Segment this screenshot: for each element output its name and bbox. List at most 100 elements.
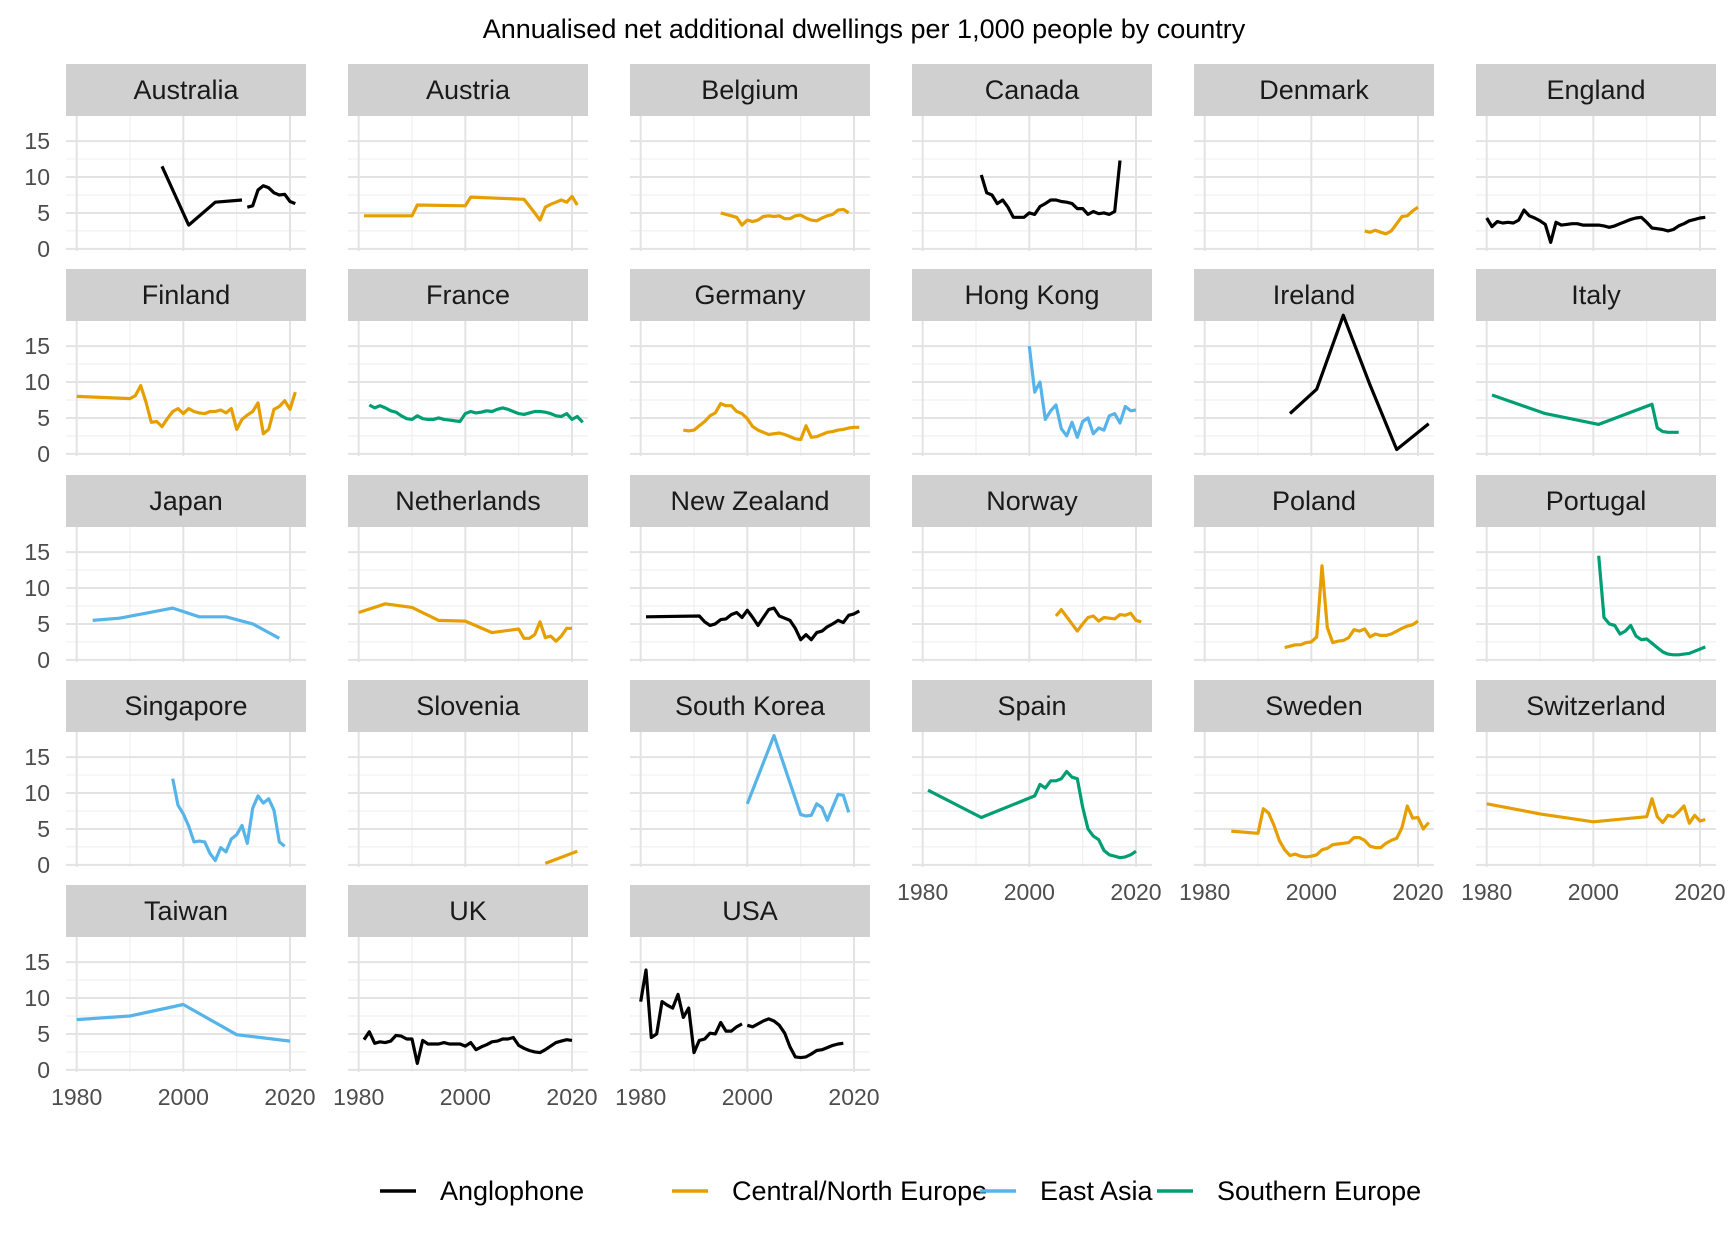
series-line-italy [1491,393,1679,434]
panel-strip [630,64,870,116]
panel-grid [1194,527,1434,662]
series-line-slovenia [544,849,578,865]
panel-grid [1476,527,1716,662]
panel-grid [630,937,870,1072]
panel-sweden: Sweden 1980 2000 2020 [1179,680,1444,905]
x-tick-label: 2020 [1674,879,1725,905]
panel-title: Poland [1272,486,1356,516]
y-tick-label: 15 [24,128,50,154]
panel-ireland: Ireland [1194,269,1434,456]
panel-strip [1476,64,1716,116]
panel-norway: Norway [912,475,1152,662]
y-tick-label: 5 [37,816,50,842]
panel-strip [66,885,306,937]
panel-strip [912,475,1152,527]
y-tick-label: 5 [37,1021,50,1047]
panel-australia: Australia 0 5 10 15 [24,64,306,262]
panel-title: Singapore [124,691,247,721]
panel-finland: Finland 0 5 10 15 [24,269,306,467]
panel-strip [66,680,306,732]
panel-grid [912,732,1152,867]
panel-grid [630,732,870,867]
panel-strip [1476,475,1716,527]
series-line-england [1485,208,1706,244]
series-line-spain [927,769,1137,860]
panel-grid [1476,116,1716,251]
panel-grid [66,321,306,456]
x-tick-label: 2000 [158,1084,209,1110]
series-line-finland [76,384,297,436]
panel-strip [630,475,870,527]
panel-grid [630,116,870,251]
panel-strip [348,475,588,527]
panel-title: Germany [694,280,806,310]
x-tick-label: 1980 [1179,879,1230,905]
legend-item-east-asia: East Asia [980,1176,1154,1206]
x-tick-label: 2000 [1004,879,1055,905]
legend-item-anglophone: Anglophone [380,1176,584,1206]
panel-title: Taiwan [144,896,228,926]
panel-title: New Zealand [670,486,829,516]
x-tick-label: 2020 [828,1084,879,1110]
x-tick-label: 1980 [1461,879,1512,905]
panel-title: Japan [149,486,223,516]
panel-title: Portugal [1546,486,1647,516]
y-tick-label: 5 [37,200,50,226]
y-tick-label: 0 [37,1057,50,1083]
panel-switzerland: Switzerland 1980 2000 2020 [1461,680,1726,905]
panel-grid [66,116,306,251]
series-line-new-zealand [645,606,861,642]
panel-strip [1194,269,1434,321]
panel-strip [348,885,588,937]
panel-strip [66,269,306,321]
series-line-canada [979,160,1122,219]
panel-strip [1194,680,1434,732]
chart-title: Annualised net additional dwellings per … [483,14,1246,44]
panel-strip [1194,475,1434,527]
y-tick-label: 15 [24,539,50,565]
series-line-germany [683,402,860,442]
x-tick-label: 2020 [264,1084,315,1110]
panel-title: Slovenia [416,691,521,721]
panel-grid [348,116,588,251]
panel-strip [1194,64,1434,116]
panel-canada: Canada [912,64,1152,251]
panel-japan: Japan 0 5 10 15 [24,475,306,673]
series-line-austria [364,194,579,222]
panel-uk: UK 1980 2000 2020 [333,885,598,1110]
panel-title: Australia [133,75,239,105]
panel-strip [348,680,588,732]
panel-austria: Austria [348,64,588,251]
series-line-portugal [1597,555,1706,657]
x-tick-label: 2000 [440,1084,491,1110]
panel-strip [912,680,1152,732]
series-line-australia-2 [246,184,296,209]
panel-grid [912,321,1152,456]
panel-strip [630,885,870,937]
panel-title: Sweden [1265,691,1363,721]
panel-grid [348,321,588,456]
legend: Anglophone Central/North Europe East Asia S… [380,1176,1421,1206]
series-line-switzerland [1486,797,1706,825]
y-tick-label: 0 [37,852,50,878]
panel-strip [348,64,588,116]
panel-strip [66,475,306,527]
panel-title: France [426,280,510,310]
y-tick-label: 10 [24,575,50,601]
series-line-belgium [720,207,850,227]
panel-strip [1476,680,1716,732]
y-tick-label: 10 [24,164,50,190]
panel-title: Finland [142,280,231,310]
y-tick-label: 15 [24,949,50,975]
panel-title: Belgium [701,75,799,105]
panel-spain: Spain 1980 2000 2020 [897,680,1162,905]
series-line-south-korea [745,733,851,822]
panel-grid [348,937,588,1072]
panel-title: Hong Kong [964,280,1099,310]
x-tick-label: 1980 [897,879,948,905]
panel-strip [348,269,588,321]
series-line-poland [1284,564,1419,650]
panel-title: Ireland [1273,280,1356,310]
panel-new-zealand: New Zealand [630,475,870,662]
